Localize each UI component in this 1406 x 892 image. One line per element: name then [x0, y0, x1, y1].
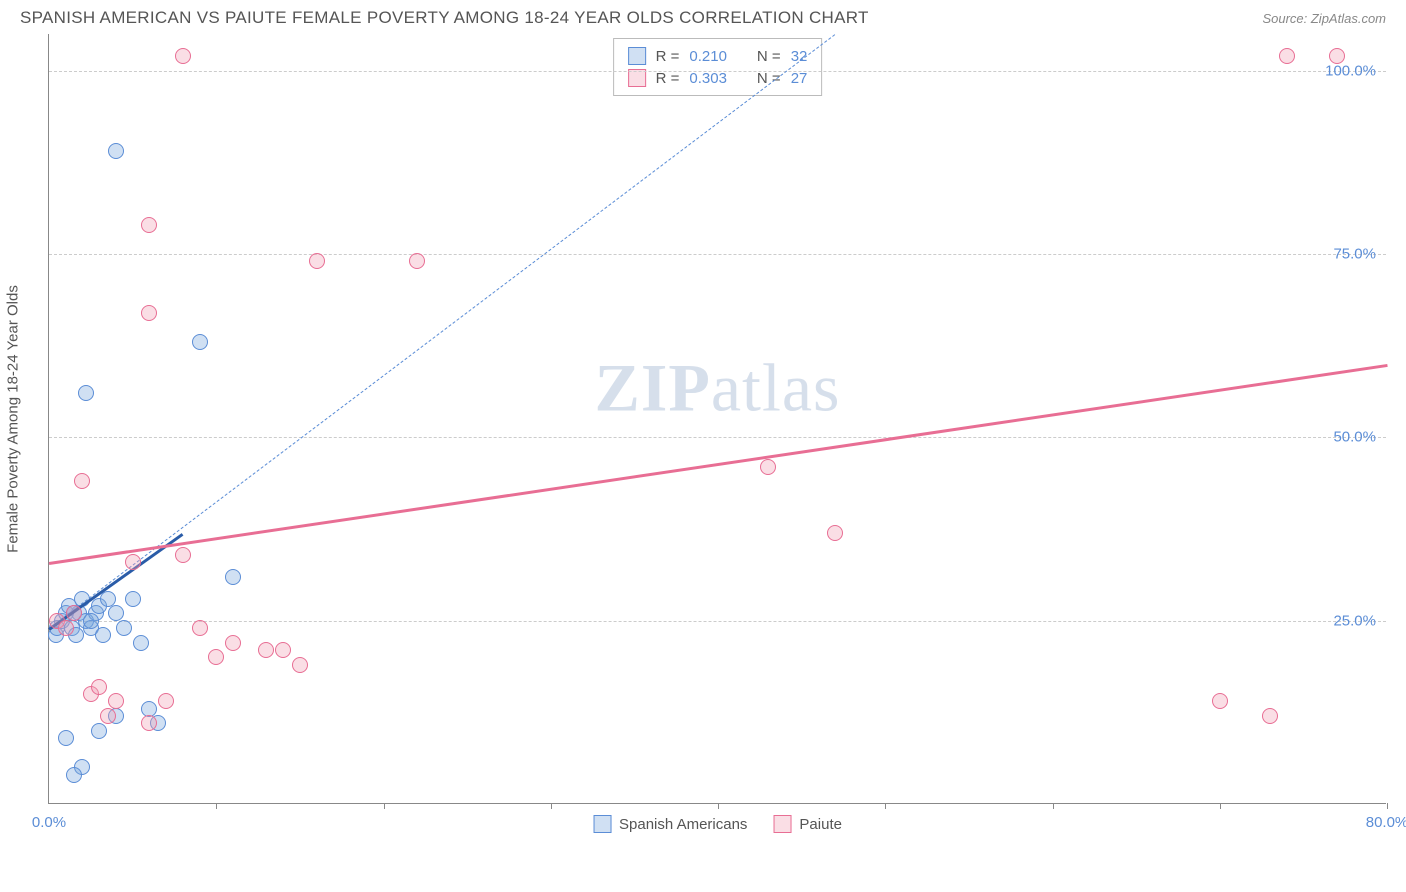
gridline-h [49, 71, 1386, 72]
data-point [827, 525, 843, 541]
data-point [78, 385, 94, 401]
data-point [1262, 708, 1278, 724]
legend-label-spanish: Spanish Americans [619, 816, 747, 833]
data-point [141, 217, 157, 233]
data-point [108, 693, 124, 709]
data-point [409, 253, 425, 269]
x-tick [384, 803, 385, 809]
x-tick-label: 0.0% [32, 814, 66, 831]
data-point [125, 554, 141, 570]
r-value-blue: 0.210 [689, 48, 727, 65]
legend-series: Spanish Americans Paiute [593, 815, 842, 833]
data-point [292, 657, 308, 673]
swatch-pink-icon [628, 69, 646, 87]
data-point [108, 143, 124, 159]
data-point [116, 620, 132, 636]
r-value-pink: 0.303 [689, 70, 727, 87]
data-point [192, 620, 208, 636]
data-point [309, 253, 325, 269]
data-point [175, 48, 191, 64]
data-point [141, 305, 157, 321]
gridline-h [49, 621, 1386, 622]
chart-source: Source: ZipAtlas.com [1262, 11, 1386, 26]
legend-row-blue: R = 0.210 N = 32 [628, 45, 808, 67]
data-point [91, 723, 107, 739]
x-tick [885, 803, 886, 809]
watermark: ZIPatlas [595, 348, 841, 427]
legend-item-spanish: Spanish Americans [593, 815, 747, 833]
legend-item-paiute: Paiute [773, 815, 842, 833]
trend-line [49, 364, 1387, 564]
plot-area: Female Poverty Among 18-24 Year Olds ZIP… [48, 34, 1386, 804]
data-point [141, 715, 157, 731]
data-point [275, 642, 291, 658]
data-point [1329, 48, 1345, 64]
r-label: R = [656, 70, 680, 87]
data-point [1279, 48, 1295, 64]
swatch-blue-icon [628, 47, 646, 65]
y-axis-label: Female Poverty Among 18-24 Year Olds [5, 285, 22, 553]
y-tick-label: 25.0% [1333, 612, 1376, 629]
data-point [91, 679, 107, 695]
data-point [58, 730, 74, 746]
swatch-blue-icon [593, 815, 611, 833]
data-point [83, 613, 99, 629]
data-point [66, 605, 82, 621]
data-point [208, 649, 224, 665]
data-point [100, 708, 116, 724]
data-point [74, 473, 90, 489]
x-tick [1220, 803, 1221, 809]
data-point [141, 701, 157, 717]
data-point [1212, 693, 1228, 709]
gridline-h [49, 437, 1386, 438]
x-tick [1053, 803, 1054, 809]
data-point [158, 693, 174, 709]
chart-title: SPANISH AMERICAN VS PAIUTE FEMALE POVERT… [20, 8, 869, 28]
data-point [258, 642, 274, 658]
data-point [175, 547, 191, 563]
chart-header: SPANISH AMERICAN VS PAIUTE FEMALE POVERT… [0, 0, 1406, 34]
data-point [760, 459, 776, 475]
data-point [58, 620, 74, 636]
data-point [133, 635, 149, 651]
data-point [192, 334, 208, 350]
watermark-zip: ZIP [595, 349, 711, 425]
data-point [225, 635, 241, 651]
x-tick-label: 80.0% [1366, 814, 1406, 831]
legend-label-paiute: Paiute [799, 816, 842, 833]
data-point [66, 767, 82, 783]
x-tick [551, 803, 552, 809]
y-tick-label: 75.0% [1333, 246, 1376, 263]
data-point [108, 605, 124, 621]
n-label: N = [757, 48, 781, 65]
x-tick [216, 803, 217, 809]
watermark-atlas: atlas [711, 349, 841, 425]
trend-line [49, 34, 836, 629]
data-point [95, 627, 111, 643]
x-tick [718, 803, 719, 809]
data-point [125, 591, 141, 607]
n-value-pink: 27 [791, 70, 808, 87]
r-label: R = [656, 48, 680, 65]
swatch-pink-icon [773, 815, 791, 833]
y-tick-label: 50.0% [1333, 429, 1376, 446]
y-tick-label: 100.0% [1325, 62, 1376, 79]
data-point [225, 569, 241, 585]
gridline-h [49, 254, 1386, 255]
chart-container: Female Poverty Among 18-24 Year Olds ZIP… [48, 34, 1386, 854]
x-tick [1387, 803, 1388, 809]
